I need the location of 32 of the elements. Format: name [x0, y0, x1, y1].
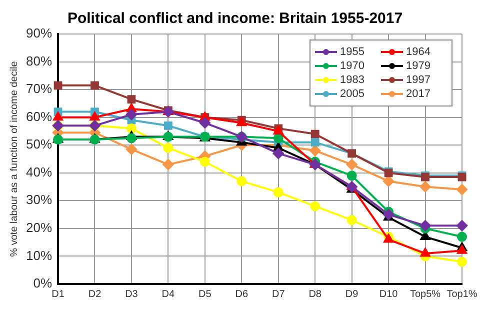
- x-tick-label: D3: [125, 288, 138, 300]
- x-tick-label: D10: [379, 288, 398, 300]
- legend-label: 2017: [406, 88, 430, 100]
- x-tick-label: D8: [308, 288, 322, 300]
- y-tick-label: 0%: [33, 276, 52, 291]
- x-tick-label: D9: [345, 288, 359, 300]
- y-tick-label: 30%: [26, 192, 52, 208]
- y-tick-label: 80%: [26, 53, 52, 68]
- y-tick-label: 70%: [26, 81, 52, 96]
- legend-label: 1979: [406, 60, 430, 72]
- x-tick-label: D5: [198, 288, 212, 300]
- x-tick-label: D2: [88, 288, 102, 300]
- x-tick-label: D7: [272, 288, 286, 300]
- y-tick-label: 50%: [26, 136, 52, 152]
- legend-label: 2005: [340, 88, 364, 100]
- legend-label: 1955: [340, 46, 364, 58]
- x-tick-label: Top1%: [446, 288, 478, 300]
- y-tick-label: 60%: [26, 108, 52, 124]
- y-tick-label: 90%: [26, 26, 52, 41]
- legend-label: 1970: [340, 60, 364, 72]
- x-tick-label: D1: [52, 288, 65, 300]
- x-tick-label: Top5%: [410, 288, 441, 300]
- y-tick-label: 40%: [26, 164, 52, 180]
- y-tick-label: 20%: [26, 220, 52, 236]
- legend-label: 1997: [406, 74, 430, 86]
- y-axis-title: % vote labour as a function of income decile: [8, 60, 20, 257]
- y-tick-label: 10%: [26, 248, 52, 263]
- legend-label: 1983: [340, 74, 364, 86]
- chart-title: Political conflict and income: Britain 1955-2017: [67, 10, 403, 28]
- x-tick-label: D6: [235, 288, 248, 300]
- legend-label: 1964: [406, 46, 430, 58]
- x-tick-label: D4: [162, 288, 176, 300]
